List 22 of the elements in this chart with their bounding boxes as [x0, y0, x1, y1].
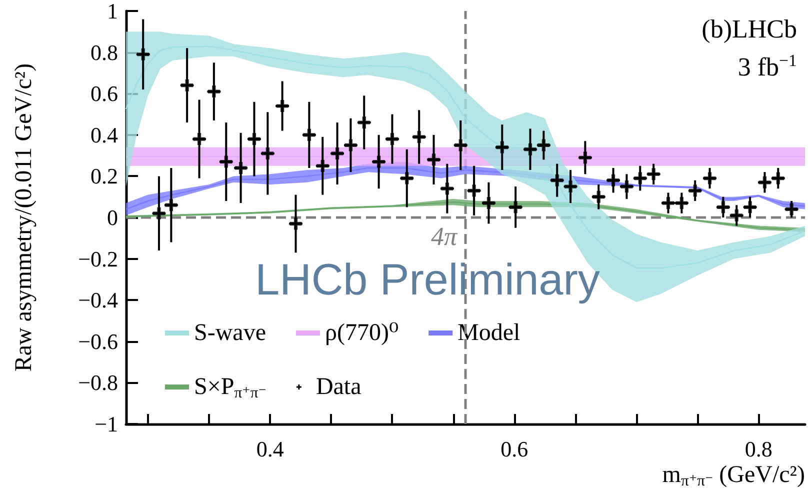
annotation: LHCb Preliminary [255, 256, 600, 304]
y-tick-label: 1 [107, 0, 118, 24]
x-tick-label: 0.8 [744, 436, 772, 462]
legend-label: S-wave [194, 320, 266, 346]
y-tick-label: 0.4 [90, 122, 118, 148]
legend-label: Data [316, 374, 362, 400]
x-tick-label: 0.6 [500, 436, 528, 462]
y-axis-title: Raw asymmetry/(0.011 GeV/c²) [11, 63, 37, 372]
y-tick-label: 0.6 [90, 81, 118, 106]
y-tick-label: −0.6 [78, 328, 118, 354]
x-tick-label: 0.4 [256, 436, 284, 462]
y-tick-label: −1 [94, 412, 118, 436]
y-tick-label: −0.4 [78, 288, 118, 313]
annotation: (b)LHCb [702, 14, 798, 44]
y-tick-label: −0.8 [78, 370, 118, 396]
y-tick-label: 0.2 [90, 164, 118, 189]
y-tick-label: 0 [107, 205, 118, 230]
ref-line-label: 4π [431, 222, 458, 251]
y-tick-label: 0.8 [90, 40, 118, 65]
legend-label: Model [458, 320, 521, 346]
y-tick-label: −0.2 [78, 246, 118, 272]
legend-label: ρ(770)⁰ [324, 320, 399, 346]
